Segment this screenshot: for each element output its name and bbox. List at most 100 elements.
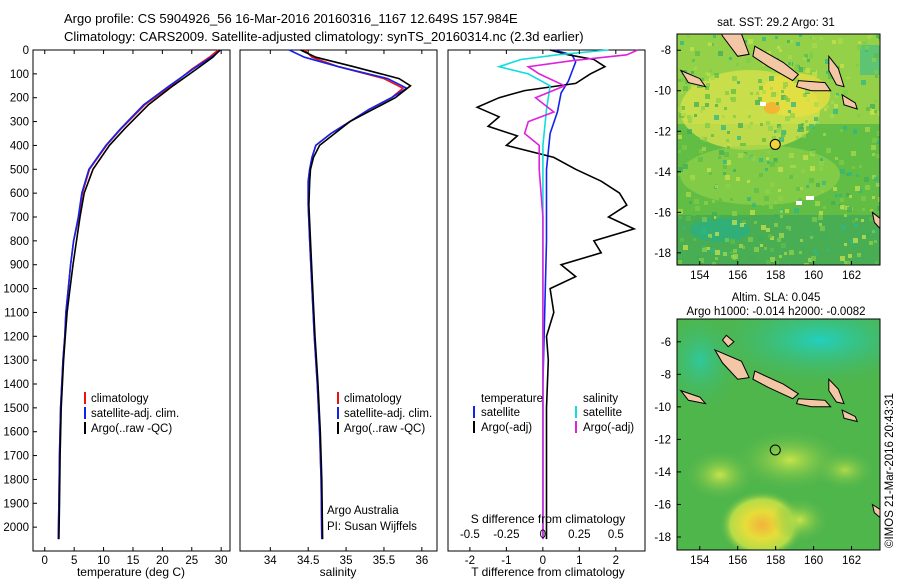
sla-map-subtitle: Argo h1000: -0.014 h2000: -0.0082: [686, 306, 865, 318]
island-shape: [795, 398, 832, 408]
island-shape: [828, 54, 845, 88]
depth-tick-label: 1800: [3, 474, 29, 486]
legend-title-temperature: temperature: [481, 393, 543, 405]
header-line-1: Argo profile: CS 5904926_56 16-Mar-2016 …: [64, 11, 518, 26]
depth-tick-label: 1000: [3, 284, 29, 296]
lon-tick-label: 154: [690, 555, 710, 567]
x-tick-label: -1: [501, 555, 511, 567]
island-shape: [828, 377, 845, 405]
depth-tick-label: 600: [10, 188, 29, 200]
depth-tick-label: 1400: [3, 379, 29, 391]
temperature-legend: climatology satellite-adj. clim. Argo(..…: [84, 392, 179, 435]
temperature-x-label: temperature (deg C): [77, 565, 185, 579]
island-shape: [871, 211, 880, 230]
legend-label-argo: Argo(..raw -QC): [91, 423, 172, 435]
legend-label-satellite: satellite-adj. clim.: [344, 408, 432, 420]
lat-tick-label: -6: [661, 337, 671, 349]
x-tick-label: 1: [576, 555, 582, 567]
temperature-x-ticks: 0 5 10 15 20 25 30: [42, 50, 228, 567]
island-shape: [752, 370, 800, 400]
lon-tick-label: 158: [766, 270, 785, 282]
lon-tick-label: 160: [804, 555, 823, 567]
island-shape: [841, 93, 858, 110]
sst-field: [677, 2, 880, 265]
depth-tick-label: 300: [10, 117, 29, 129]
depth-axis: 0 100 200 300 400 500 600 700 800 900 1000 1100 1200…: [3, 45, 37, 534]
pi-note: PI: Susan Wijffels: [327, 521, 417, 533]
sla-field: [677, 319, 880, 550]
climatology-line: [57, 49, 219, 540]
legend-label-t-satellite: satellite: [481, 407, 520, 419]
s-difference-label: S difference from climatology: [471, 512, 626, 526]
s-tick-label: 0.5: [608, 529, 624, 541]
lat-tick-label: -18: [654, 248, 671, 260]
legend-label-satellite: satellite-adj. clim.: [91, 408, 179, 420]
sla-lon-ticks: 154 156 158 160 162: [690, 546, 861, 567]
lat-tick-label: -12: [654, 126, 671, 138]
temperature-panel: 0 5 10 15 20 25 30 temperature (deg C) climato…: [32, 49, 231, 579]
legend-title-salinity: salinity: [583, 393, 618, 405]
legend-label-t-argo: Argo(-adj): [481, 422, 532, 434]
sst-lon-ticks: 154 156 158 160 162: [690, 261, 861, 282]
difference-x-ticks: -2 -1 0 1 2: [465, 50, 619, 567]
island-shape: [841, 409, 859, 423]
island-shape: [679, 69, 707, 88]
island-shape: [721, 34, 750, 57]
x-tick-label: 5: [71, 555, 77, 567]
island-shape: [795, 80, 832, 92]
depth-tick-label: 2000: [3, 522, 29, 534]
lon-tick-label: 162: [842, 270, 861, 282]
salinity-x-label: salinity: [320, 565, 357, 579]
x-tick-label: 0: [540, 555, 546, 567]
sst-map-frame: [676, 33, 881, 266]
lat-tick-label: -16: [654, 499, 671, 511]
argo-float-marker: [769, 138, 781, 150]
depth-tick-label: 900: [10, 260, 29, 272]
difference-panel: -2 -1 0 1 2 -0.5 -0.25 0 0.25 0.5 S difference f…: [447, 49, 646, 579]
sla-map-title: Altim. SLA: 0.045: [732, 292, 821, 304]
sst-map: sat. SST: 29.2 Argo: 31 154 156 158 160 162 …: [654, 2, 881, 282]
difference-s-ticks: -0.5 -0.25 0 0.25 0.5: [460, 529, 624, 541]
s-argo-line: [523, 49, 639, 540]
depth-tick-label: 1700: [3, 451, 29, 463]
argo-australia-note: Argo Australia: [327, 505, 399, 517]
island-shape: [752, 45, 800, 82]
lon-tick-label: 156: [728, 270, 747, 282]
lon-tick-label: 154: [690, 270, 710, 282]
climatology-line: [303, 49, 405, 540]
depth-tick-label: 200: [10, 93, 29, 105]
depth-tick-label: 1200: [3, 331, 29, 343]
depth-tick-label: 1600: [3, 427, 29, 439]
x-tick-label: 25: [185, 555, 198, 567]
x-tick-label: 0: [42, 555, 48, 567]
sst-lat-ticks: -8 -10 -12 -14 -16 -18: [654, 45, 681, 260]
t-difference-label: T difference from climatology: [471, 565, 625, 579]
legend-label-s-satellite: satellite: [583, 407, 622, 419]
depth-tick-label: 1500: [3, 403, 29, 415]
island-shape: [723, 2, 734, 16]
satellite-line: [57, 49, 222, 540]
s-tick-label: -0.5: [460, 529, 480, 541]
lon-tick-label: 156: [728, 555, 747, 567]
temperature-frame: [32, 49, 231, 552]
depth-tick-label: 1300: [3, 355, 29, 367]
salinity-frame: [239, 49, 438, 552]
island-shape: [679, 389, 707, 405]
argo-line: [300, 49, 412, 540]
x-tick-label: 15: [127, 555, 140, 567]
x-tick-label: 34: [264, 555, 277, 567]
x-tick-label: -2: [465, 555, 475, 567]
x-tick-label: 20: [156, 555, 169, 567]
lat-tick-label: -14: [654, 167, 671, 179]
legend-label-argo: Argo(..raw -QC): [344, 423, 425, 435]
sst-coastline: [679, 2, 880, 230]
island-shape: [871, 503, 880, 519]
salinity-x-ticks: 34 34.5 35 35.5 36: [264, 50, 428, 567]
s-tick-label: 0: [540, 529, 546, 541]
t-satellite-line: [542, 49, 577, 540]
lat-tick-label: -14: [654, 467, 671, 479]
lat-tick-label: -16: [654, 207, 671, 219]
t-argo-line: [475, 49, 637, 540]
difference-frame: [447, 49, 646, 552]
